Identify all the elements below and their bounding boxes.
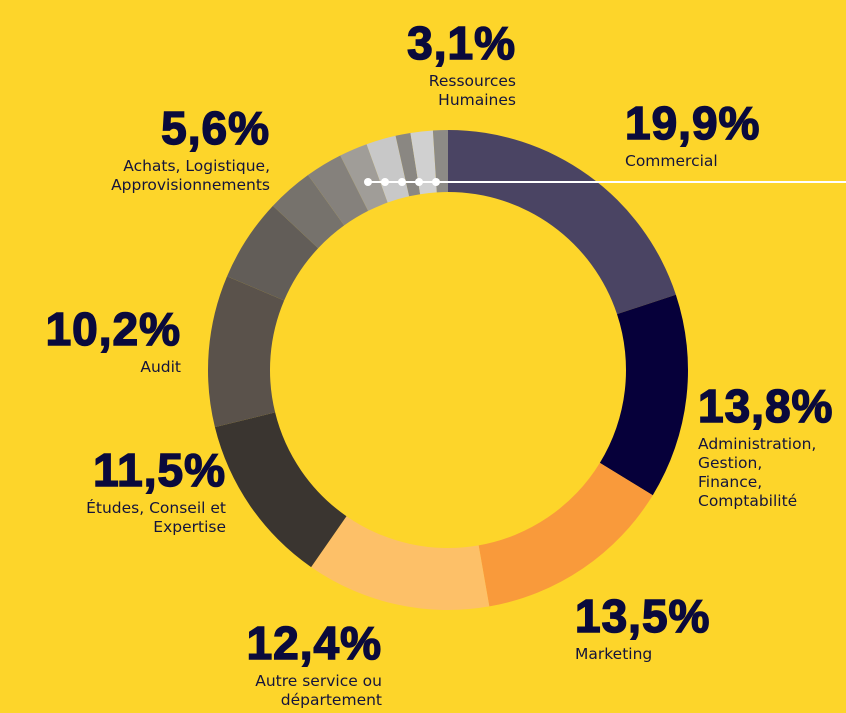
category-label: Audit <box>140 358 181 376</box>
segment <box>272 175 345 249</box>
percent-label: 11,5% <box>92 444 226 496</box>
dot <box>381 178 389 186</box>
percent-label: 5,6% <box>160 102 270 154</box>
segment <box>432 130 448 193</box>
segment <box>311 516 490 610</box>
segment <box>214 412 347 568</box>
segment <box>366 135 410 203</box>
segment <box>410 130 437 195</box>
dot <box>415 178 423 186</box>
percent-label: 10,2% <box>45 303 181 355</box>
dot <box>398 178 406 186</box>
category-label: Achats, Logistique, Approvisionnements <box>111 157 270 194</box>
dot <box>432 178 440 186</box>
dot <box>364 178 372 186</box>
segment-label: 3,1% Ressources Humaines <box>376 17 516 110</box>
segment <box>227 205 319 301</box>
segment <box>448 130 676 315</box>
segment <box>308 155 369 226</box>
segment-label: 13,8% Administration, Gestion, Finance, C… <box>697 380 838 511</box>
segment <box>599 294 689 496</box>
segment <box>395 132 421 197</box>
category-label: Études, Conseil et Expertise <box>86 499 226 536</box>
category-label: Administration, Gestion, Finance, Compta… <box>698 435 817 510</box>
category-label: Autre service ou département <box>255 672 382 709</box>
percent-label: 13,5% <box>574 590 711 642</box>
percent-label: 19,9% <box>624 97 761 149</box>
category-label: Marketing <box>575 645 653 663</box>
category-label: Commercial <box>625 152 718 170</box>
donut <box>208 130 689 610</box>
percent-label: 12,4% <box>246 617 382 669</box>
percent-label: 3,1% <box>406 17 516 69</box>
segment-label: 11,5% Études, Conseil et Expertise <box>6 444 226 537</box>
percent-label: 13,8% <box>697 380 834 432</box>
category-label: Ressources Humaines <box>428 72 516 109</box>
segment <box>478 462 653 607</box>
segment-label: 13,5% Marketing <box>574 590 775 664</box>
leader-line <box>364 178 846 186</box>
segment <box>208 276 285 428</box>
segment-label: 5,6% Achats, Logistique, Approvisionnemen… <box>10 102 270 195</box>
segment <box>340 144 388 211</box>
segment-label: 10,2% Audit <box>21 303 181 377</box>
segment-label: 19,9% Commercial <box>624 97 825 171</box>
segment-label: 12,4% Autre service ou département <box>182 617 382 710</box>
